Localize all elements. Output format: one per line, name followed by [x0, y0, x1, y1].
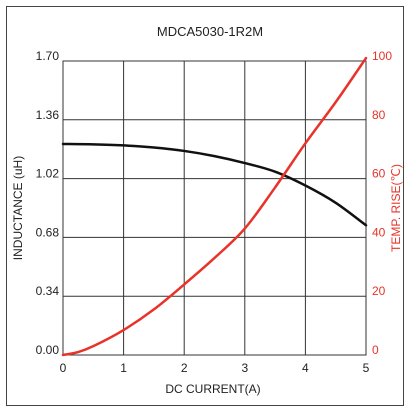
y-left-tick-label: 1.70 [36, 49, 60, 63]
y-right-tick-label: 80 [372, 108, 386, 122]
temp-rise-curve [61, 56, 368, 357]
series-group [61, 56, 368, 357]
x-tick-label: 2 [181, 361, 188, 375]
y-left-tick-label: 1.02 [36, 167, 60, 181]
tick-labels: 0 1 2 3 4 50.00 00.34 200.68 401.02 601.36 801.70 1… [36, 49, 393, 375]
y-axis-right-label: TEMP. RISE(℃) [389, 164, 403, 252]
y-left-tick-label: 0.68 [36, 225, 60, 239]
x-tick-label: 5 [363, 361, 370, 375]
grid [63, 61, 366, 355]
x-axis-label: DC CURRENT(A) [165, 382, 260, 396]
chart-title: MDCA5030-1R2M [157, 24, 263, 39]
chart-frame [6, 6, 404, 406]
y-right-tick-label: 20 [372, 284, 386, 298]
y-right-tick-label: 0 [372, 343, 379, 357]
y-right-tick-label: 60 [372, 167, 386, 181]
plot-area-border [62, 60, 367, 356]
y-right-tick-label: 40 [372, 225, 386, 239]
x-tick-label: 0 [60, 361, 67, 375]
y-left-tick-label: 0.34 [36, 284, 60, 298]
x-tick-label: 4 [302, 361, 309, 375]
x-tick-label: 3 [241, 361, 248, 375]
y-left-tick-label: 1.36 [36, 108, 60, 122]
x-tick-label: 1 [120, 361, 127, 375]
y-axis-left-label: INDUCTANCE (uH) [11, 156, 25, 260]
inductance-curve [61, 142, 368, 227]
y-right-tick-label: 100 [372, 49, 392, 63]
y-left-tick-label: 0.00 [36, 343, 60, 357]
